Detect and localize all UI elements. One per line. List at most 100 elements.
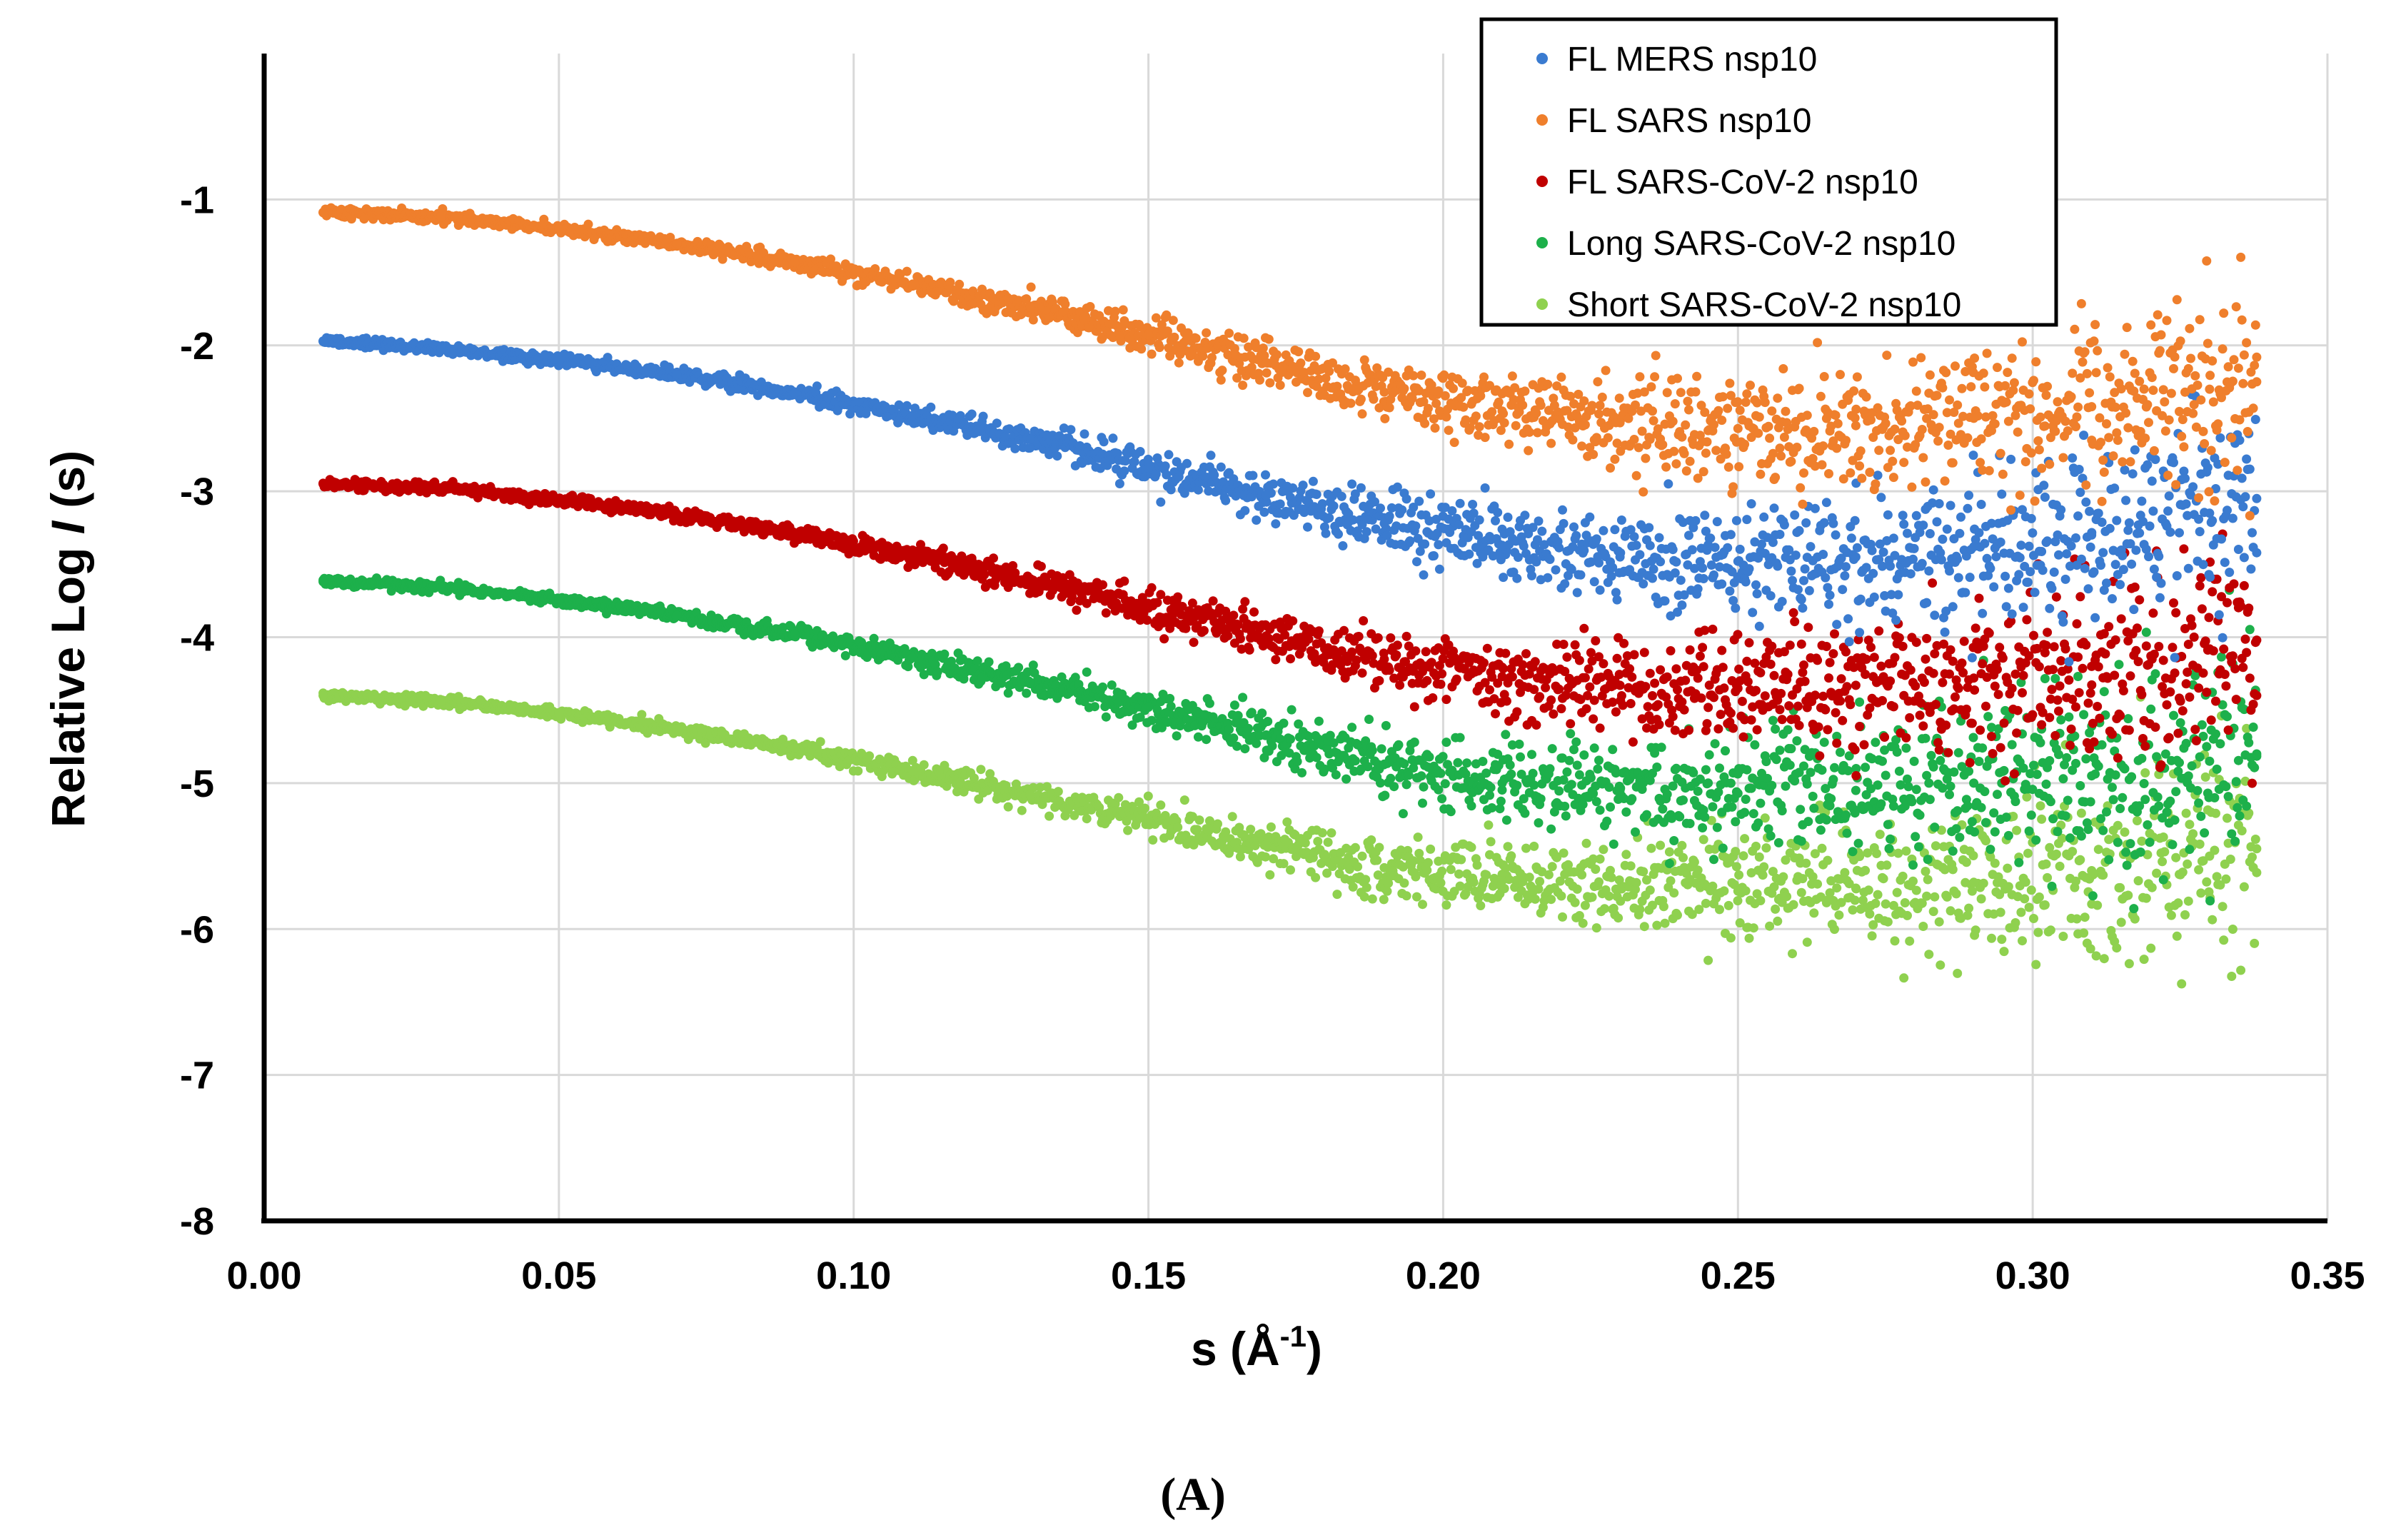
data-point xyxy=(1252,857,1262,867)
data-point xyxy=(1766,659,1776,669)
data-point xyxy=(1748,923,1758,933)
data-point xyxy=(1948,865,1958,875)
data-point xyxy=(1072,605,1082,615)
data-point xyxy=(1899,973,1909,983)
data-point xyxy=(2168,840,2178,850)
data-point xyxy=(1204,698,1214,708)
data-point xyxy=(1570,640,1580,650)
data-point xyxy=(1606,802,1615,812)
data-point xyxy=(1656,665,1666,675)
data-point xyxy=(1930,649,1940,659)
data-point xyxy=(2139,955,2149,965)
data-point xyxy=(1823,855,1833,865)
data-point xyxy=(1235,634,1245,644)
data-point xyxy=(1881,899,1891,909)
data-point xyxy=(1678,795,1688,805)
data-point xyxy=(2140,768,2150,777)
data-point xyxy=(1993,665,2002,675)
data-point xyxy=(1751,685,1761,695)
data-point xyxy=(1923,875,1933,885)
data-point xyxy=(1455,733,1465,743)
data-point xyxy=(1570,897,1580,907)
data-point xyxy=(1728,723,1738,733)
data-point xyxy=(2154,801,2164,811)
data-point xyxy=(1953,806,1963,816)
data-point xyxy=(1999,947,2009,957)
series-anchor-point xyxy=(907,767,917,776)
data-point xyxy=(1658,902,1668,912)
data-point xyxy=(1953,748,1963,758)
data-point xyxy=(1700,625,1710,635)
data-point xyxy=(2093,761,2103,771)
data-point xyxy=(2137,836,2147,846)
data-point xyxy=(2202,742,2212,752)
data-point xyxy=(1157,723,1167,733)
data-point xyxy=(2040,674,2050,683)
data-point xyxy=(1710,739,1720,749)
data-point xyxy=(1616,896,1626,906)
data-point xyxy=(1928,578,1938,588)
data-point xyxy=(1235,852,1245,862)
data-point xyxy=(1662,672,1672,682)
data-point xyxy=(1698,823,1708,832)
data-point xyxy=(1351,655,1361,665)
data-point xyxy=(1357,668,1367,678)
data-point xyxy=(2041,779,2051,789)
data-point xyxy=(1886,676,1896,686)
data-point xyxy=(778,735,788,744)
data-point xyxy=(1670,725,1680,735)
data-point xyxy=(2035,801,2045,811)
data-point xyxy=(1422,865,1432,875)
data-point xyxy=(1584,664,1594,674)
data-point xyxy=(1963,910,1973,920)
data-point xyxy=(1512,707,1522,717)
data-point xyxy=(2219,935,2229,945)
data-point xyxy=(1861,670,1871,679)
data-point xyxy=(1456,855,1466,865)
data-point xyxy=(1626,861,1636,871)
data-point xyxy=(1482,643,1492,653)
data-point xyxy=(2037,814,2047,824)
data-point xyxy=(1931,700,1940,710)
data-point xyxy=(1995,890,2005,900)
data-point xyxy=(1556,704,1566,714)
data-point xyxy=(1134,797,1144,807)
data-point xyxy=(983,785,992,795)
data-point xyxy=(907,755,917,765)
data-point xyxy=(1376,778,1385,788)
data-point xyxy=(1419,782,1429,792)
data-point xyxy=(1600,904,1609,914)
data-point xyxy=(853,766,863,776)
data-point xyxy=(1382,886,1392,896)
data-point xyxy=(2071,758,2080,768)
data-point xyxy=(1595,805,1605,815)
data-point xyxy=(2152,868,2162,878)
data-point xyxy=(2188,829,2198,839)
data-point xyxy=(1354,632,1364,641)
data-point xyxy=(1959,636,1969,646)
data-point xyxy=(1698,662,1708,672)
data-point xyxy=(2133,876,2143,886)
data-point xyxy=(1501,648,1511,658)
data-point xyxy=(2160,847,2170,857)
data-point xyxy=(1238,693,1248,703)
data-point xyxy=(1813,655,1823,665)
data-point xyxy=(2049,642,2059,652)
data-point xyxy=(1677,840,1687,850)
data-point xyxy=(1374,842,1384,852)
data-point xyxy=(1817,843,1827,853)
data-point xyxy=(1848,847,1858,857)
data-point xyxy=(1275,734,1285,744)
data-point xyxy=(1978,659,1988,669)
data-point xyxy=(2064,712,2074,722)
data-point xyxy=(1581,838,1591,848)
data-point xyxy=(1752,889,1762,899)
data-point xyxy=(1453,758,1463,768)
data-point xyxy=(1591,797,1601,807)
data-point xyxy=(1792,736,1802,746)
data-point xyxy=(1485,790,1494,800)
data-point xyxy=(1271,655,1281,665)
series-anchor-point xyxy=(554,708,564,718)
data-point xyxy=(2060,644,2070,654)
data-point xyxy=(2024,826,2034,836)
